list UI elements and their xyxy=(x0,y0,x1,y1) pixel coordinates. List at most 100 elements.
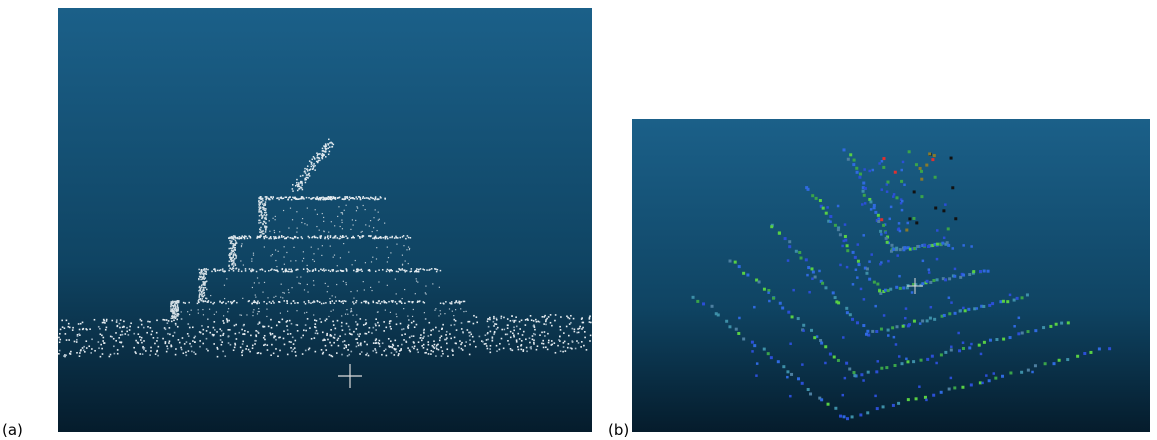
point xyxy=(352,301,354,303)
point xyxy=(395,301,397,303)
point xyxy=(336,271,338,273)
point xyxy=(341,354,343,356)
point xyxy=(893,336,896,339)
point xyxy=(201,285,203,287)
point xyxy=(350,291,351,292)
point xyxy=(371,261,372,262)
point xyxy=(302,260,303,261)
point xyxy=(86,347,88,349)
point xyxy=(106,327,108,329)
point xyxy=(315,209,316,210)
point xyxy=(514,320,516,322)
point xyxy=(363,324,365,326)
point xyxy=(375,323,377,325)
point xyxy=(187,333,189,335)
point xyxy=(1016,297,1019,300)
point xyxy=(255,330,257,332)
point xyxy=(294,302,296,304)
point xyxy=(311,166,313,168)
panel-label: (b) xyxy=(608,421,629,439)
point xyxy=(834,407,837,410)
point xyxy=(220,339,222,341)
point xyxy=(954,268,957,271)
point xyxy=(323,217,324,218)
point xyxy=(501,338,503,340)
point xyxy=(309,327,311,329)
point xyxy=(255,296,256,297)
point xyxy=(846,417,849,420)
point xyxy=(330,311,331,312)
point xyxy=(824,362,827,365)
point xyxy=(171,318,173,320)
point xyxy=(416,271,418,273)
point xyxy=(725,320,728,323)
point xyxy=(1053,362,1056,365)
point xyxy=(333,144,335,146)
point xyxy=(245,348,247,350)
point xyxy=(950,301,953,304)
point xyxy=(378,325,380,327)
point xyxy=(442,353,444,355)
point xyxy=(753,306,756,309)
point xyxy=(874,305,877,308)
point xyxy=(555,314,557,316)
point xyxy=(978,344,981,347)
point xyxy=(333,309,334,310)
point xyxy=(266,226,268,228)
point xyxy=(322,155,324,157)
point xyxy=(970,245,973,248)
point xyxy=(492,340,494,342)
point xyxy=(253,312,254,313)
point xyxy=(290,303,292,305)
point xyxy=(284,264,285,265)
point xyxy=(191,310,192,311)
point xyxy=(115,340,117,342)
point xyxy=(962,347,965,350)
point xyxy=(513,336,515,338)
point xyxy=(508,344,510,346)
point xyxy=(390,270,392,272)
point xyxy=(981,382,984,385)
point xyxy=(259,269,261,271)
point xyxy=(375,329,377,331)
point xyxy=(353,331,355,333)
point xyxy=(1076,355,1079,358)
point xyxy=(287,320,289,322)
point xyxy=(269,332,271,334)
point xyxy=(205,273,207,275)
point xyxy=(369,225,370,226)
point xyxy=(311,338,313,340)
point xyxy=(909,248,912,251)
point xyxy=(410,237,412,239)
point xyxy=(99,328,101,330)
point xyxy=(227,329,229,331)
panel-b-view xyxy=(632,119,1150,432)
point xyxy=(1006,300,1009,303)
point xyxy=(281,269,283,271)
point xyxy=(396,314,397,315)
point xyxy=(233,270,235,272)
point xyxy=(342,303,344,305)
point xyxy=(253,253,254,254)
point xyxy=(285,269,287,271)
point xyxy=(460,308,461,309)
point xyxy=(884,289,887,292)
point xyxy=(199,287,201,289)
point xyxy=(413,335,415,337)
point xyxy=(425,318,427,320)
point xyxy=(316,226,317,227)
point xyxy=(332,270,334,272)
point xyxy=(422,268,424,270)
point xyxy=(179,342,181,344)
point xyxy=(331,221,332,222)
point xyxy=(317,237,319,239)
point xyxy=(205,271,207,273)
point xyxy=(342,341,344,343)
point xyxy=(357,342,359,344)
point xyxy=(862,324,865,327)
point xyxy=(388,338,390,340)
point xyxy=(251,269,253,271)
point xyxy=(534,334,536,336)
point xyxy=(430,353,432,355)
point xyxy=(330,271,332,273)
